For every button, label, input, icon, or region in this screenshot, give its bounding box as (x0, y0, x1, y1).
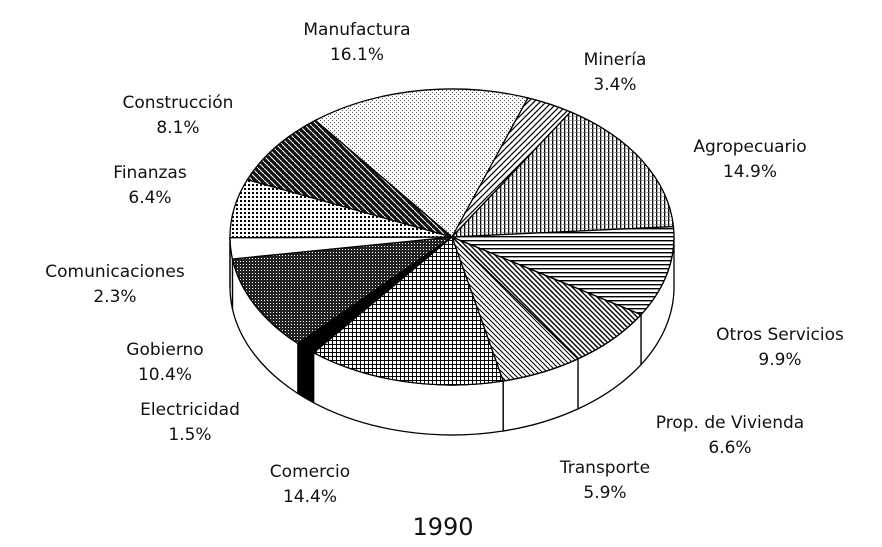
slice (231, 236, 453, 345)
slice-label: Prop. de Vivienda (656, 413, 804, 433)
slice-value-label: 9.9% (758, 350, 801, 370)
slice-value-label: 6.6% (708, 438, 751, 458)
slice (312, 235, 505, 386)
slice-label: Comunicaciones (45, 262, 185, 282)
slice-label: Manufactura (303, 20, 410, 40)
slice (314, 88, 529, 239)
slice-value-label: 5.9% (583, 483, 626, 503)
slice (451, 225, 675, 316)
slice-label: Minería (584, 50, 647, 70)
slice-value-label: 1.5% (168, 425, 211, 445)
slice-value-label: 14.4% (283, 487, 337, 507)
slice-value-label: 6.4% (128, 188, 171, 208)
slice (246, 119, 453, 238)
slice-label: Agropecuario (693, 137, 806, 157)
slice (450, 111, 675, 238)
slice-value-label: 8.1% (156, 118, 199, 138)
slice-label: Electricidad (140, 400, 240, 420)
slice-label: Construcción (123, 93, 234, 113)
slice-label: Comercio (270, 462, 350, 482)
slice-value-label: 3.4% (593, 75, 636, 95)
slice-side (297, 342, 315, 404)
slice-value-label: 16.1% (330, 45, 384, 65)
chart-title: 1990 (412, 513, 473, 541)
slice-value-label: 2.3% (93, 287, 136, 307)
slice-value-label: 14.9% (723, 162, 777, 182)
slice-label: Otros Servicios (716, 325, 844, 345)
slice-label: Finanzas (113, 163, 187, 183)
slice-value-label: 10.4% (138, 365, 192, 385)
slice-label: Gobierno (126, 340, 203, 360)
slice-label: Transporte (559, 458, 650, 478)
